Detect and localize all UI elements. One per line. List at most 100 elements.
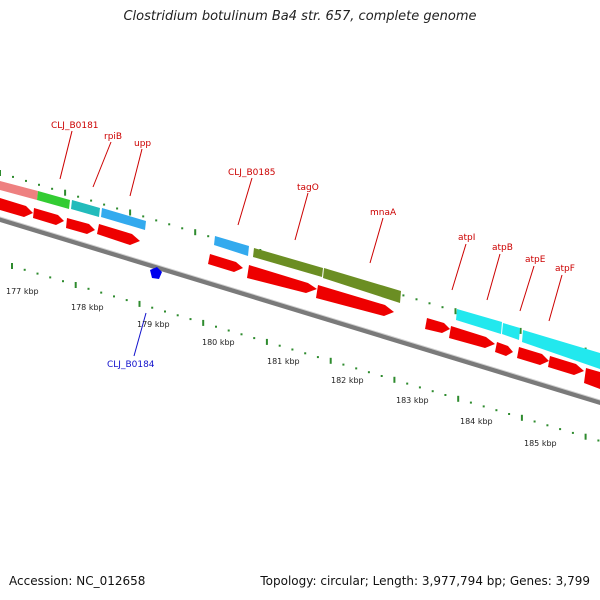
gene-label: atpI [458, 233, 475, 243]
minor-tick [571, 431, 574, 434]
tick-label: 184 kbp [460, 417, 493, 426]
minor-tick [116, 207, 119, 210]
feature-bar-teal [71, 200, 100, 217]
major-tick [64, 189, 67, 196]
minor-tick [278, 344, 281, 347]
major-tick [454, 308, 457, 315]
minor-tick [355, 367, 358, 370]
minor-tick [164, 310, 166, 313]
label-leaders [59, 130, 563, 357]
minor-tick [36, 272, 39, 275]
gene-label: rpiB [104, 132, 122, 142]
minor-tick [77, 195, 80, 198]
minor-tick [304, 352, 307, 355]
major-tick [202, 319, 205, 326]
feature-bar-green [37, 191, 70, 209]
gene-label: atpB [492, 243, 513, 253]
minor-tick [181, 227, 184, 230]
gene-label: upp [134, 139, 151, 149]
major-tick [138, 300, 141, 307]
major-tick [129, 209, 132, 216]
minor-tick [418, 386, 421, 389]
minor-tick [441, 306, 444, 309]
minor-tick [151, 306, 154, 309]
minor-tick [253, 337, 256, 340]
minor-tick [533, 420, 536, 423]
minor-tick [291, 348, 294, 351]
major-tick [74, 282, 77, 288]
gene-label: CLJ_B0181 [51, 121, 99, 131]
minor-tick [125, 299, 128, 302]
topology-summary: Topology: circular; Length: 3,977,794 bp… [260, 574, 590, 588]
gene-label: CLJ_B0185 [228, 168, 276, 178]
minor-tick [113, 295, 115, 298]
minor-tick [62, 280, 64, 283]
cds-arrow [425, 318, 450, 333]
minor-tick [559, 428, 562, 431]
major-tick [520, 414, 523, 421]
minor-tick [103, 203, 106, 206]
minor-tick [428, 302, 431, 305]
feature-bar-olive [253, 248, 323, 277]
minor-tick [342, 363, 345, 366]
cds-arrow [449, 326, 495, 348]
minor-tick [207, 235, 210, 238]
cds-arrow [97, 224, 140, 245]
feature-bar-cyan-2 [502, 323, 520, 340]
genome-backbone [0, 216, 600, 405]
minor-tick [38, 183, 40, 186]
tick-label: 182 kbp [331, 376, 364, 385]
gene-label: atpE [525, 255, 546, 265]
feature-bars [0, 181, 600, 369]
minor-tick [508, 413, 511, 415]
gene-label: CLJ_B0184 [107, 360, 155, 370]
minor-tick [90, 199, 93, 202]
cds-arrows [0, 198, 600, 389]
minor-tick [142, 215, 145, 218]
minor-tick [87, 287, 90, 290]
cds-arrow [495, 342, 513, 356]
tick-label: 180 kbp [202, 338, 235, 347]
minor-tick [176, 314, 179, 317]
minor-tick [431, 390, 434, 393]
tick-label: 181 kbp [267, 357, 300, 366]
minor-tick [189, 318, 192, 321]
minor-tick [469, 401, 472, 404]
gene-label: tagO [297, 183, 319, 193]
cds-arrow [208, 254, 243, 272]
minor-tick [367, 371, 370, 374]
major-tick [393, 376, 396, 383]
tick-label: 179 kbp [137, 320, 170, 329]
inner-tick-row [11, 263, 600, 442]
major-tick [194, 229, 197, 236]
minor-tick [227, 329, 230, 332]
tick-label: 177 kbp [6, 287, 39, 296]
feature-bar-cyan-3 [522, 330, 600, 369]
gene-marker-clj-b0184 [150, 267, 162, 279]
feature-bar-blue [101, 208, 146, 230]
feature-bar-cyan [456, 309, 502, 334]
minor-tick [444, 394, 447, 396]
tick-label: 185 kbp [524, 439, 557, 448]
minor-tick [240, 333, 243, 336]
cds-arrow [517, 347, 549, 365]
minor-tick [168, 223, 171, 226]
accession-text: Accession: NC_012658 [9, 574, 146, 588]
cds-arrow [247, 265, 317, 293]
minor-tick [546, 424, 549, 427]
minor-tick [402, 294, 405, 297]
gene-labels: CLJ_B0181 rpiB upp CLJ_B0185 tagO mnaA a… [51, 121, 575, 370]
minor-tick [482, 405, 485, 408]
feature-bar-olive-2 [323, 268, 401, 303]
minor-tick [100, 291, 103, 294]
major-tick [0, 170, 1, 176]
tick-label: 183 kbp [396, 396, 429, 405]
map-title: Clostridium botulinum Ba4 str. 657, comp… [123, 9, 477, 24]
minor-tick [23, 268, 26, 271]
cds-arrow [548, 356, 584, 375]
major-tick [519, 327, 522, 334]
tick-labels: 177 kbp 178 kbp 179 kbp 180 kbp 181 kbp … [6, 287, 557, 448]
minor-tick [406, 382, 409, 385]
major-tick [584, 433, 587, 440]
